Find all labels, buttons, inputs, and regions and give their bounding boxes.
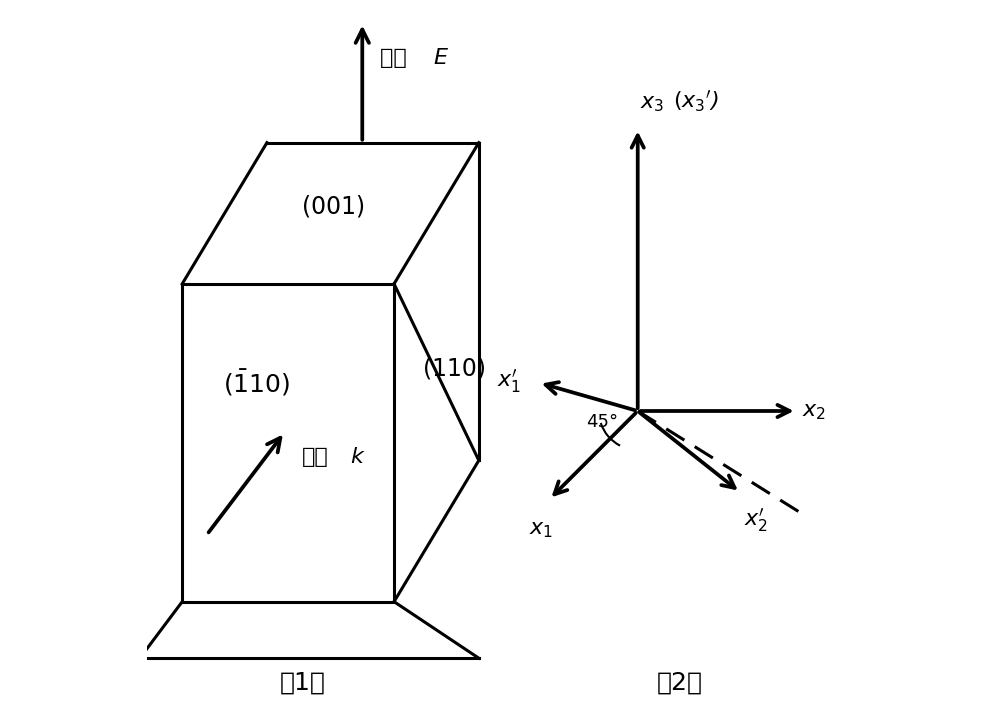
Text: (110): (110) <box>423 357 486 381</box>
Text: 电场: 电场 <box>380 48 414 68</box>
Text: $(\bar{1}10)$: $(\bar{1}10)$ <box>223 368 290 398</box>
Text: $(x_3{'}$): $(x_3{'}$) <box>673 89 719 114</box>
Text: $k$: $k$ <box>350 447 366 467</box>
Text: $x_2'$: $x_2'$ <box>744 506 768 534</box>
Text: （2）: （2） <box>657 671 703 695</box>
Text: $x_3$: $x_3$ <box>640 94 664 114</box>
Text: $x_2$: $x_2$ <box>802 403 826 423</box>
Text: $x_1$: $x_1$ <box>529 520 553 540</box>
Text: (001): (001) <box>302 194 366 218</box>
Text: $x_1'$: $x_1'$ <box>497 367 521 395</box>
Text: 45°: 45° <box>586 413 618 430</box>
Text: （1）: （1） <box>279 671 325 695</box>
Text: $E$: $E$ <box>433 48 449 68</box>
Text: 光波: 光波 <box>302 447 329 467</box>
